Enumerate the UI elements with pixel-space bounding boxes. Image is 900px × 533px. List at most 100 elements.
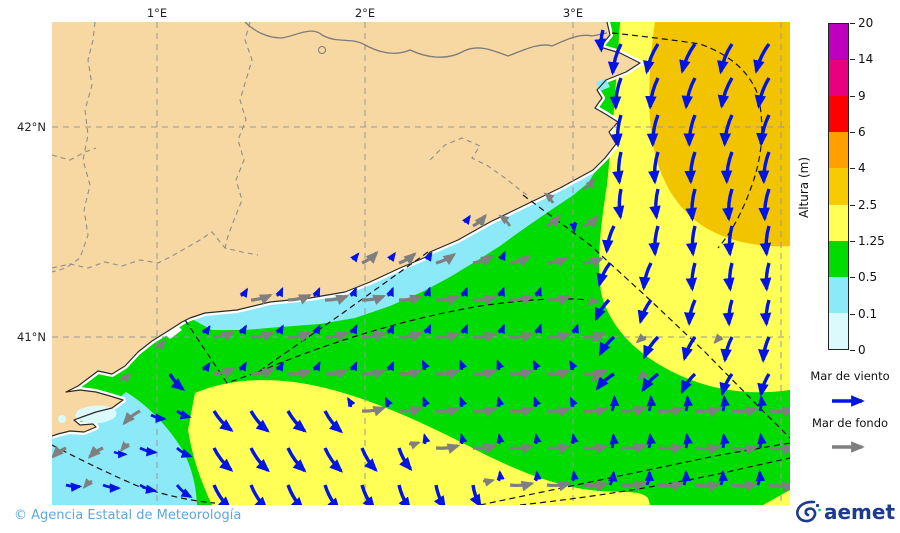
wind-sea-arrow <box>459 359 468 371</box>
swell-arrow <box>472 213 487 228</box>
colorbar-tick-label: 0 <box>858 343 866 357</box>
colorbar-tick <box>850 277 855 279</box>
wind-sea-arrow <box>753 42 771 74</box>
swell-arrow <box>583 214 599 228</box>
wind-sea-arrow <box>532 359 541 371</box>
swell-arrow <box>620 443 648 454</box>
wind-sea-arrow <box>609 394 620 412</box>
colorbar-tick <box>850 241 855 242</box>
wind-sea-arrow <box>612 188 625 220</box>
wind-sea-arrow <box>175 484 193 499</box>
wind-sea-arrow <box>275 324 284 335</box>
border-admin <box>224 22 253 249</box>
border-admin <box>52 147 97 161</box>
wind-sea-arrow <box>719 114 734 147</box>
wind-sea-arrow <box>168 373 186 391</box>
wind-sea-arrow <box>607 43 623 76</box>
wind-sea-arrow <box>596 261 612 288</box>
land-region <box>52 22 640 436</box>
colorbar-tick-label: 9 <box>858 88 866 103</box>
wind-sea-arrow <box>360 447 378 472</box>
wind-sea-arrow <box>460 323 469 335</box>
legend-wind-sea-label: Mar de viento <box>810 369 890 383</box>
wind-sea-arrow <box>648 225 660 257</box>
swell-arrow <box>768 406 790 418</box>
swell-arrow <box>435 406 461 417</box>
swell-arrow <box>122 409 141 426</box>
swell-arrow <box>713 333 724 345</box>
wind-sea-arrow <box>286 410 307 433</box>
maritime-boundary <box>257 251 429 373</box>
swell-arrow <box>361 368 387 379</box>
wind-sea-arrow <box>757 394 767 412</box>
wind-sea-arrow <box>496 396 505 408</box>
wind-sea-arrow <box>644 469 655 486</box>
wind-sea-arrow <box>717 43 734 75</box>
colorbar-tick <box>850 350 855 351</box>
aemet-swirl-icon <box>796 500 821 523</box>
enclave-llivia <box>318 46 326 54</box>
wind-sea-arrow <box>646 114 660 148</box>
wind-sea-arrow <box>601 225 616 254</box>
wind-sea-arrow <box>312 361 321 372</box>
swell-arrow <box>87 445 104 459</box>
swell-arrow <box>620 480 648 491</box>
swell-arrow <box>324 294 350 305</box>
maritime-boundary <box>52 444 216 504</box>
wind-sea-arrow <box>609 432 619 449</box>
swell-arrow <box>472 369 498 380</box>
wind-sea-arrow <box>646 394 657 412</box>
maritime-boundary <box>611 32 763 249</box>
swell-arrow <box>398 368 424 379</box>
wind-sea-arrow <box>643 335 660 360</box>
wind-sea-arrow <box>176 409 192 420</box>
wind-sea-arrow <box>387 251 396 263</box>
wind-sea-arrow <box>569 396 578 408</box>
axis-label-longitude: 3°E <box>562 6 584 20</box>
colorbar-tick-label: 1.25 <box>858 234 885 248</box>
wind-sea-arrow <box>421 359 430 371</box>
wind-sea-arrow <box>497 250 506 262</box>
wind-sea-arrow <box>722 188 734 222</box>
wind-sea-arrow <box>643 43 660 75</box>
swell-arrow <box>583 177 596 191</box>
swell-arrow <box>361 294 387 305</box>
swell-arrow <box>586 296 598 307</box>
colorbar-band <box>829 96 848 133</box>
wind-sea-arrow <box>594 29 606 53</box>
swell-arrow <box>635 333 647 344</box>
wind-sea-arrow <box>754 77 771 109</box>
swell-arrow <box>250 293 273 305</box>
wind-sea-arrow <box>720 394 730 412</box>
wind-sea-arrow <box>641 372 660 393</box>
wind-sea-arrow <box>679 42 697 74</box>
wind-sea-arrow <box>397 447 413 472</box>
wind-sea-arrow <box>759 225 772 257</box>
wind-sea-arrow <box>275 361 284 372</box>
swell-arrow <box>287 368 313 379</box>
swell-arrow <box>546 213 561 228</box>
swell-arrow <box>472 332 498 343</box>
wind-sea-arrow <box>608 470 618 486</box>
wind-sea-arrow <box>717 77 734 109</box>
wind-sea-arrow <box>719 372 734 397</box>
maritime-boundary <box>257 298 589 373</box>
wind-sea-arrow <box>423 286 431 297</box>
swell-arrow-icon <box>832 441 865 453</box>
wind-sea-arrow <box>637 298 653 325</box>
swell-arrow <box>361 331 387 342</box>
colorbar-band <box>829 168 848 205</box>
wind-sea-arrow <box>323 447 344 473</box>
wind-sea-arrow <box>460 286 468 298</box>
wind-sea-arrow <box>212 447 234 472</box>
wind-sea-arrow <box>683 432 693 449</box>
wind-sea-arrow <box>384 396 393 408</box>
wind-sea-arrow <box>496 470 505 482</box>
colorbar-band <box>829 204 848 241</box>
swell-arrow <box>398 406 424 417</box>
colorbar-tick <box>850 204 855 206</box>
wind-sea-arrow <box>609 77 623 111</box>
swell-arrow <box>287 331 313 342</box>
wind-sea-arrow <box>312 286 321 298</box>
